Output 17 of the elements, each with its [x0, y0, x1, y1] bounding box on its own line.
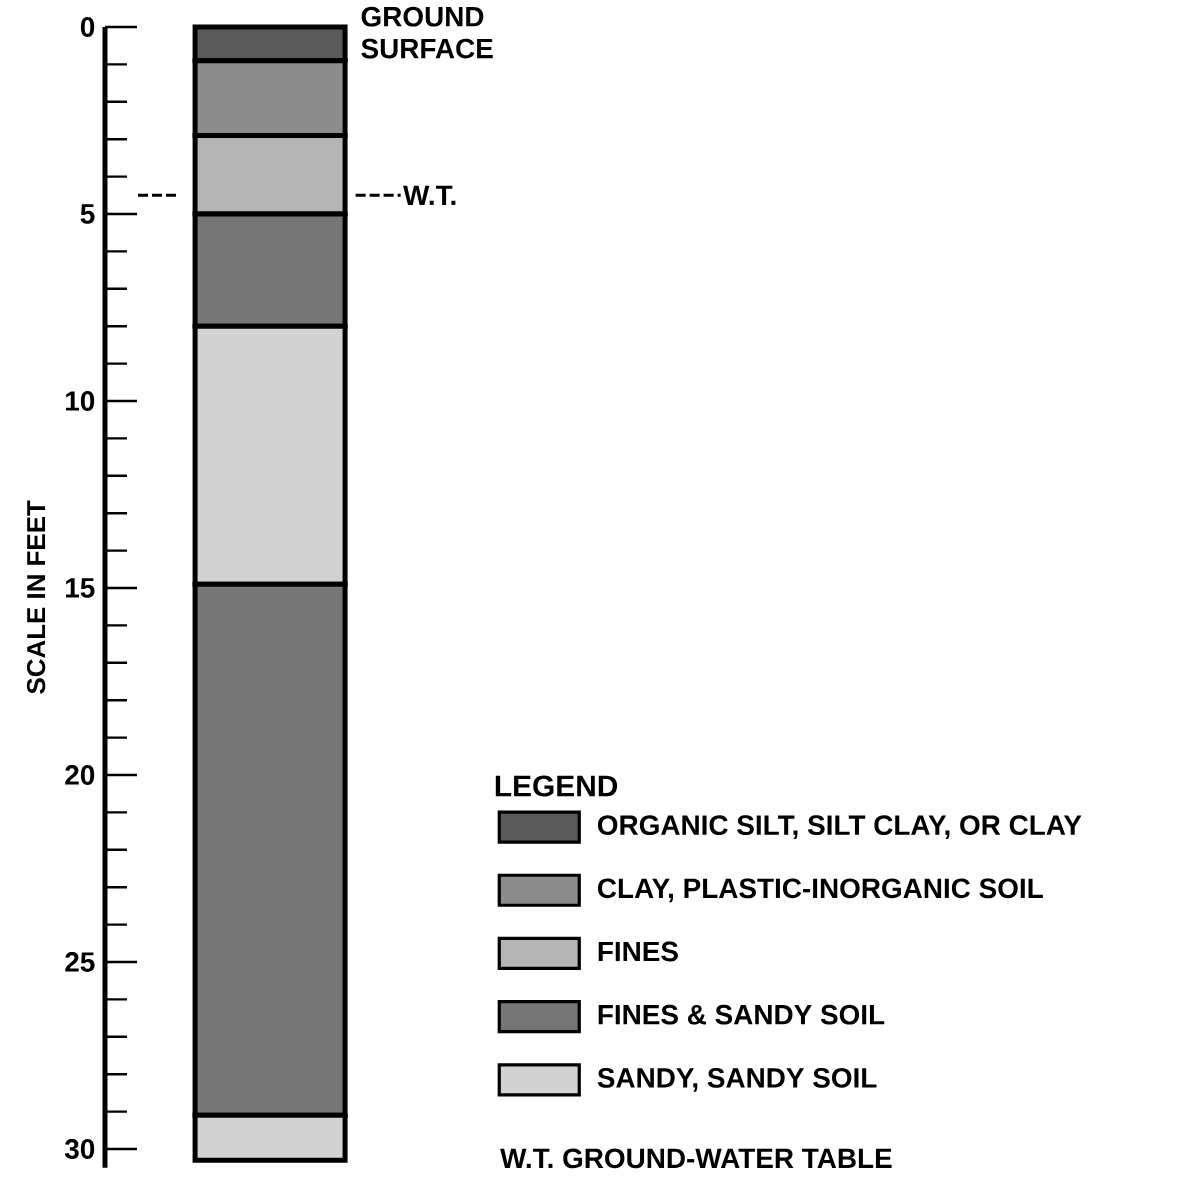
- y-tick-label: 5: [80, 204, 95, 224]
- ref-line-label: W.T.: [403, 185, 456, 205]
- legend-label: FINES: [598, 941, 678, 962]
- y-tick-label: 10: [66, 391, 95, 411]
- legend-label: ORGANIC SILT, SILT CLAY, OR CLAY: [597, 815, 1082, 840]
- legend-label: CLAY, PLASTIC-INORGANIC SOIL: [597, 878, 1043, 903]
- y-axis-title: SCALE IN FEET: [26, 500, 46, 694]
- legend-label: SANDY, SANDY SOIL: [597, 1067, 877, 1092]
- y-tick-label: 30: [64, 1139, 95, 1159]
- legend-label: FINES & SANDY SOIL: [598, 1004, 885, 1025]
- y-tick-label: 25: [65, 952, 95, 972]
- legend-title: LEGEND: [495, 775, 618, 797]
- y-tick-label: 0: [80, 17, 95, 37]
- y-tick-label: 20: [65, 765, 95, 785]
- text: GROUND SURFACE: [361, 6, 493, 59]
- text: W.T. GROUND-WATER TABLE: [500, 1148, 892, 1169]
- y-tick-label: 15: [66, 578, 95, 598]
